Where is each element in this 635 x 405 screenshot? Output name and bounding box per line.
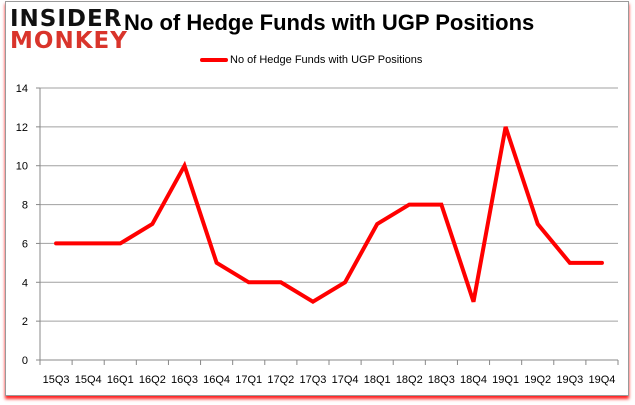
y-tick-label: 8 — [22, 200, 28, 212]
y-tick-label: 2 — [22, 316, 28, 328]
chart-title: No of Hedge Funds with UGP Positions — [124, 10, 535, 35]
x-tick-label: 17Q2 — [267, 374, 294, 386]
y-tick-label: 6 — [22, 238, 28, 250]
x-tick-label: 19Q2 — [524, 374, 551, 386]
x-tick-label: 16Q3 — [171, 374, 198, 386]
x-tick-label: 18Q4 — [460, 374, 487, 386]
x-tick-label: 17Q1 — [235, 374, 262, 386]
y-tick-label: 14 — [16, 83, 28, 95]
y-tick-label: 10 — [16, 161, 28, 173]
y-tick-label: 12 — [16, 122, 28, 134]
x-tick-label: 19Q4 — [588, 374, 615, 386]
x-tick-label: 17Q3 — [299, 374, 326, 386]
x-tick-label: 19Q3 — [556, 374, 583, 386]
x-tick-label: 15Q3 — [43, 374, 70, 386]
x-tick-label: 19Q1 — [492, 374, 519, 386]
x-tick-label: 18Q2 — [396, 374, 423, 386]
x-tick-label: 17Q4 — [332, 374, 359, 386]
series-line — [54, 126, 604, 305]
chart-frame — [5, 1, 629, 396]
y-tick-label: 0 — [22, 355, 28, 367]
x-tick-label: 18Q3 — [428, 374, 455, 386]
x-tick-label: 16Q4 — [203, 374, 230, 386]
legend-label: No of Hedge Funds with UGP Positions — [230, 54, 423, 66]
y-tick-label: 4 — [22, 277, 28, 289]
x-tick-label: 15Q4 — [75, 374, 102, 386]
x-tick-label: 16Q2 — [139, 374, 166, 386]
insider-monkey-logo: INSIDER MONKEY — [10, 6, 128, 54]
logo-line1: INSIDER — [10, 6, 123, 32]
x-tick-label: 16Q1 — [107, 374, 134, 386]
legend-swatch — [200, 58, 228, 62]
logo-line2: MONKEY — [10, 28, 128, 54]
legend: No of Hedge Funds with UGP Positions — [200, 54, 422, 66]
x-tick-label: 18Q1 — [364, 374, 391, 386]
